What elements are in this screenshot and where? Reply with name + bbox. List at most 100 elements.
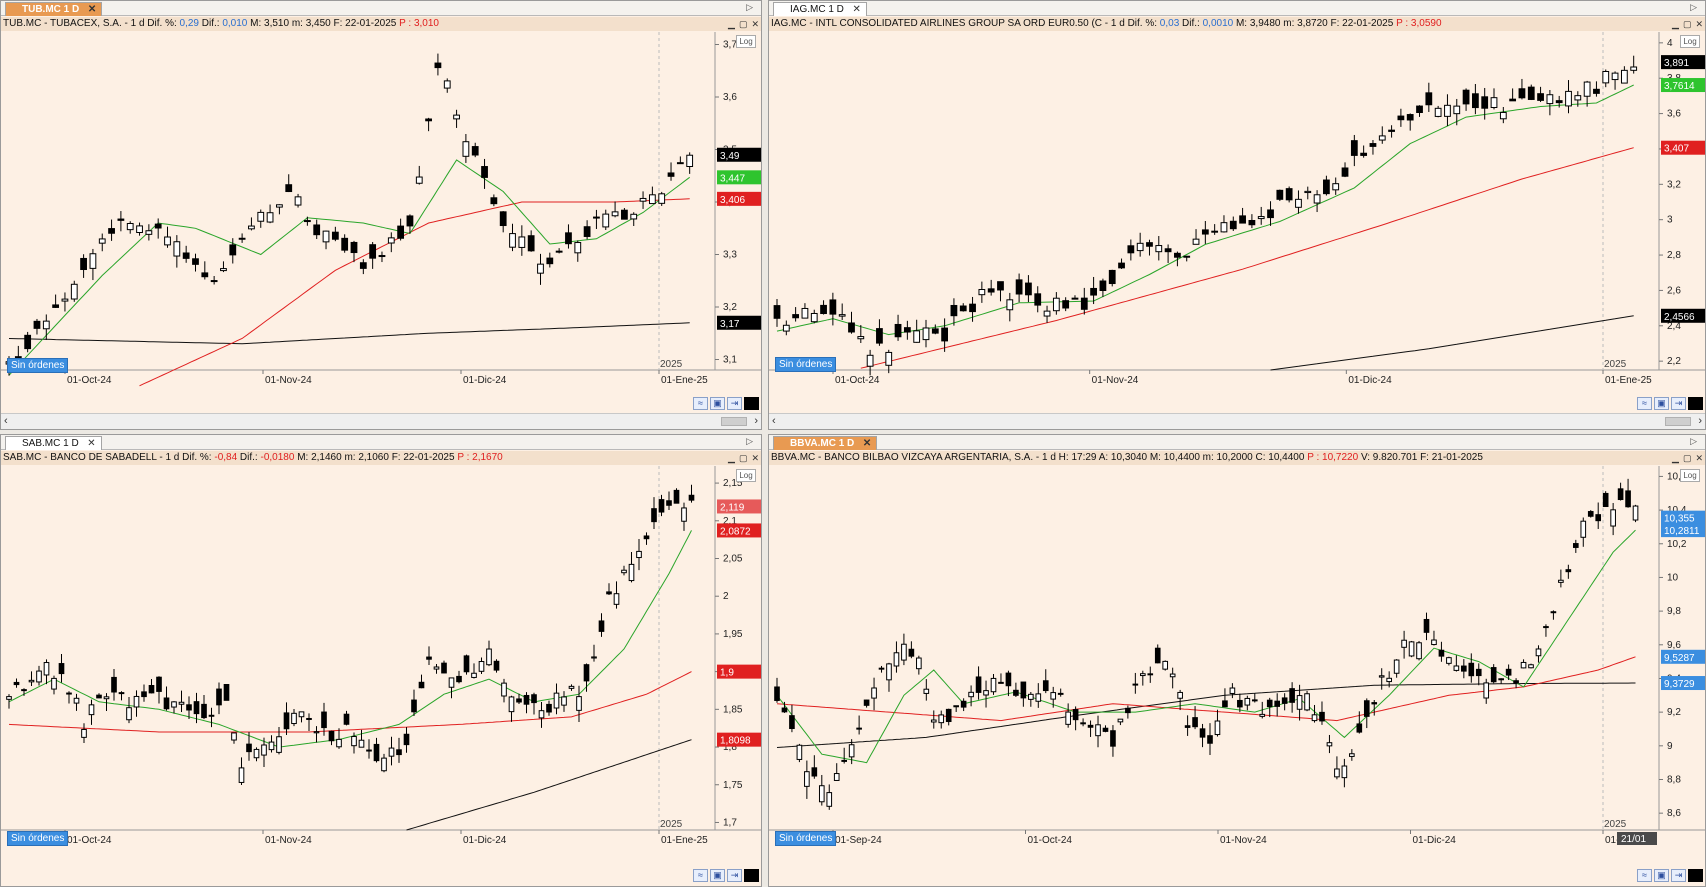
minimize-icon[interactable]: ▁ (1672, 19, 1679, 29)
candle (246, 743, 252, 753)
indicator-icon[interactable]: ≈ (1637, 397, 1652, 410)
tab-scroll-arrow-icon[interactable]: ▷ (1690, 2, 1697, 12)
color-icon[interactable] (1688, 397, 1703, 410)
scroll-left-icon[interactable]: ‹ (4, 415, 8, 427)
pin-icon[interactable]: ⇥ (727, 869, 742, 882)
indicator-icon[interactable]: ≈ (693, 869, 708, 882)
horizontal-scrollbar[interactable]: ‹ › (769, 413, 1705, 429)
ma-slow-line (1270, 315, 1634, 371)
candle (1416, 105, 1423, 113)
price-chart[interactable]: 10,610,410,2109,89,69,49,298,88,601-Sep-… (769, 466, 1706, 870)
candle (61, 298, 69, 302)
candle (923, 688, 930, 694)
price-chart[interactable]: 2,15 2,1 2,05 2 1,95 1,9 1,85 1,8 1,75 1,7 01-Oct-… (1, 466, 762, 870)
restore-icon[interactable]: ▢ (1682, 19, 1692, 29)
candle (781, 707, 788, 713)
save-icon[interactable]: ▣ (710, 397, 725, 410)
horizontal-scrollbar[interactable]: ‹ › (1, 413, 761, 429)
candle (893, 652, 900, 667)
tab-sab[interactable]: SAB.MC 1 D ✕ (5, 436, 102, 450)
indicator-icon[interactable]: ≈ (1637, 869, 1652, 882)
tab-scroll-arrow-icon[interactable]: ▷ (746, 2, 753, 12)
log-scale-button[interactable]: Log (1680, 469, 1700, 482)
close-icon[interactable]: ✕ (1695, 453, 1703, 463)
candle (1192, 717, 1198, 728)
candle (1583, 81, 1591, 97)
candle (1136, 242, 1144, 252)
candle (201, 703, 207, 719)
candle (406, 215, 414, 227)
save-icon[interactable]: ▣ (1654, 869, 1669, 882)
candle (553, 692, 560, 709)
candle (1509, 98, 1517, 102)
price-badge-label: 10,2811 (1664, 526, 1700, 537)
restore-icon[interactable]: ▢ (1682, 453, 1692, 463)
candle (14, 356, 22, 359)
color-icon[interactable] (1688, 869, 1703, 882)
scroll-right-icon[interactable]: › (754, 415, 758, 427)
header-segment: P : 3,0590 (1396, 18, 1442, 29)
restore-icon[interactable]: ▢ (738, 19, 748, 29)
tab-iag[interactable]: IAG.MC 1 D ✕ (773, 2, 867, 16)
scroll-left-icon[interactable]: ‹ (772, 415, 776, 427)
candle (676, 162, 684, 165)
restore-icon[interactable]: ▢ (738, 453, 748, 463)
scroll-right-icon[interactable]: › (1698, 415, 1702, 427)
candle (331, 231, 339, 240)
chart-window-bbva[interactable]: BBVA.MC 1 D ✕ ▷ BBVA.MC - BANCO BILBAO VI… (768, 434, 1706, 887)
candle (70, 283, 78, 300)
close-tab-icon[interactable]: ✕ (87, 4, 97, 15)
scroll-thumb[interactable] (1665, 417, 1691, 426)
candle (841, 759, 848, 762)
tab-bbva[interactable]: BBVA.MC 1 D ✕ (773, 436, 878, 450)
orders-status[interactable]: Sin órdenes (775, 831, 837, 846)
pin-icon[interactable]: ⇥ (1671, 397, 1686, 410)
tab-scroll-arrow-icon[interactable]: ▷ (1690, 436, 1697, 446)
minimize-icon[interactable]: ▁ (728, 453, 735, 463)
candle (945, 708, 952, 723)
candle (1295, 198, 1302, 208)
window-controls: ▁ ▢ ✕ (721, 451, 759, 465)
tab-scroll-arrow-icon[interactable]: ▷ (746, 436, 753, 446)
pin-icon[interactable]: ⇥ (1671, 869, 1686, 882)
chart-window-tub[interactable]: TUB.MC 1 D ✕ ▷ TUB.MC - TUBACEX, S.A. - 1… (0, 0, 762, 430)
y-tick-label: 3,3 (723, 250, 737, 261)
orders-status[interactable]: Sin órdenes (7, 831, 69, 846)
pin-icon[interactable]: ⇥ (727, 397, 742, 410)
minimize-icon[interactable]: ▁ (1672, 453, 1679, 463)
chart-window-iag[interactable]: IAG.MC 1 D ✕ ▷ IAG.MC - INTL CONSOLIDATED… (768, 0, 1706, 430)
orders-status[interactable]: Sin órdenes (775, 357, 837, 372)
log-scale-button[interactable]: Log (1680, 35, 1700, 48)
x-tick-label: 01-Ene-25 (1605, 375, 1652, 386)
price-chart[interactable]: 43,83,63,43,232,82,62,42,201-Oct-2401-No… (769, 32, 1706, 410)
candle (1080, 297, 1088, 310)
candle (456, 675, 462, 683)
color-icon[interactable] (744, 869, 759, 882)
indicator-icon[interactable]: ≈ (693, 397, 708, 410)
candle (931, 328, 939, 334)
scroll-thumb[interactable] (721, 417, 747, 426)
candle (1155, 245, 1163, 253)
close-icon[interactable]: ✕ (751, 453, 759, 463)
log-scale-button[interactable]: Log (736, 35, 756, 48)
minimize-icon[interactable]: ▁ (728, 19, 735, 29)
close-tab-icon[interactable]: ✕ (852, 4, 861, 15)
close-tab-icon[interactable]: ✕ (862, 438, 872, 449)
save-icon[interactable]: ▣ (710, 869, 725, 882)
log-scale-button[interactable]: Log (736, 469, 756, 482)
candle (983, 690, 989, 696)
orders-status[interactable]: Sin órdenes (7, 358, 69, 373)
close-tab-icon[interactable]: ✕ (87, 438, 96, 449)
candle (1281, 697, 1288, 704)
y-tick-label: 1,75 (723, 780, 743, 791)
close-icon[interactable]: ✕ (1695, 19, 1703, 29)
save-icon[interactable]: ▣ (1654, 397, 1669, 410)
color-icon[interactable] (744, 397, 759, 410)
candle (1546, 94, 1554, 105)
price-chart[interactable]: 3,73,63,53,43,33,23,101-Oct-2401-Nov-240… (1, 32, 762, 410)
chart-window-sab[interactable]: SAB.MC 1 D ✕ ▷ SAB.MC - BANCO DE SABADELL… (0, 434, 762, 887)
price-badge-label: 1,9 (720, 668, 734, 679)
tab-tub[interactable]: TUB.MC 1 D ✕ (5, 2, 103, 16)
candle (118, 692, 125, 695)
close-icon[interactable]: ✕ (751, 19, 759, 29)
